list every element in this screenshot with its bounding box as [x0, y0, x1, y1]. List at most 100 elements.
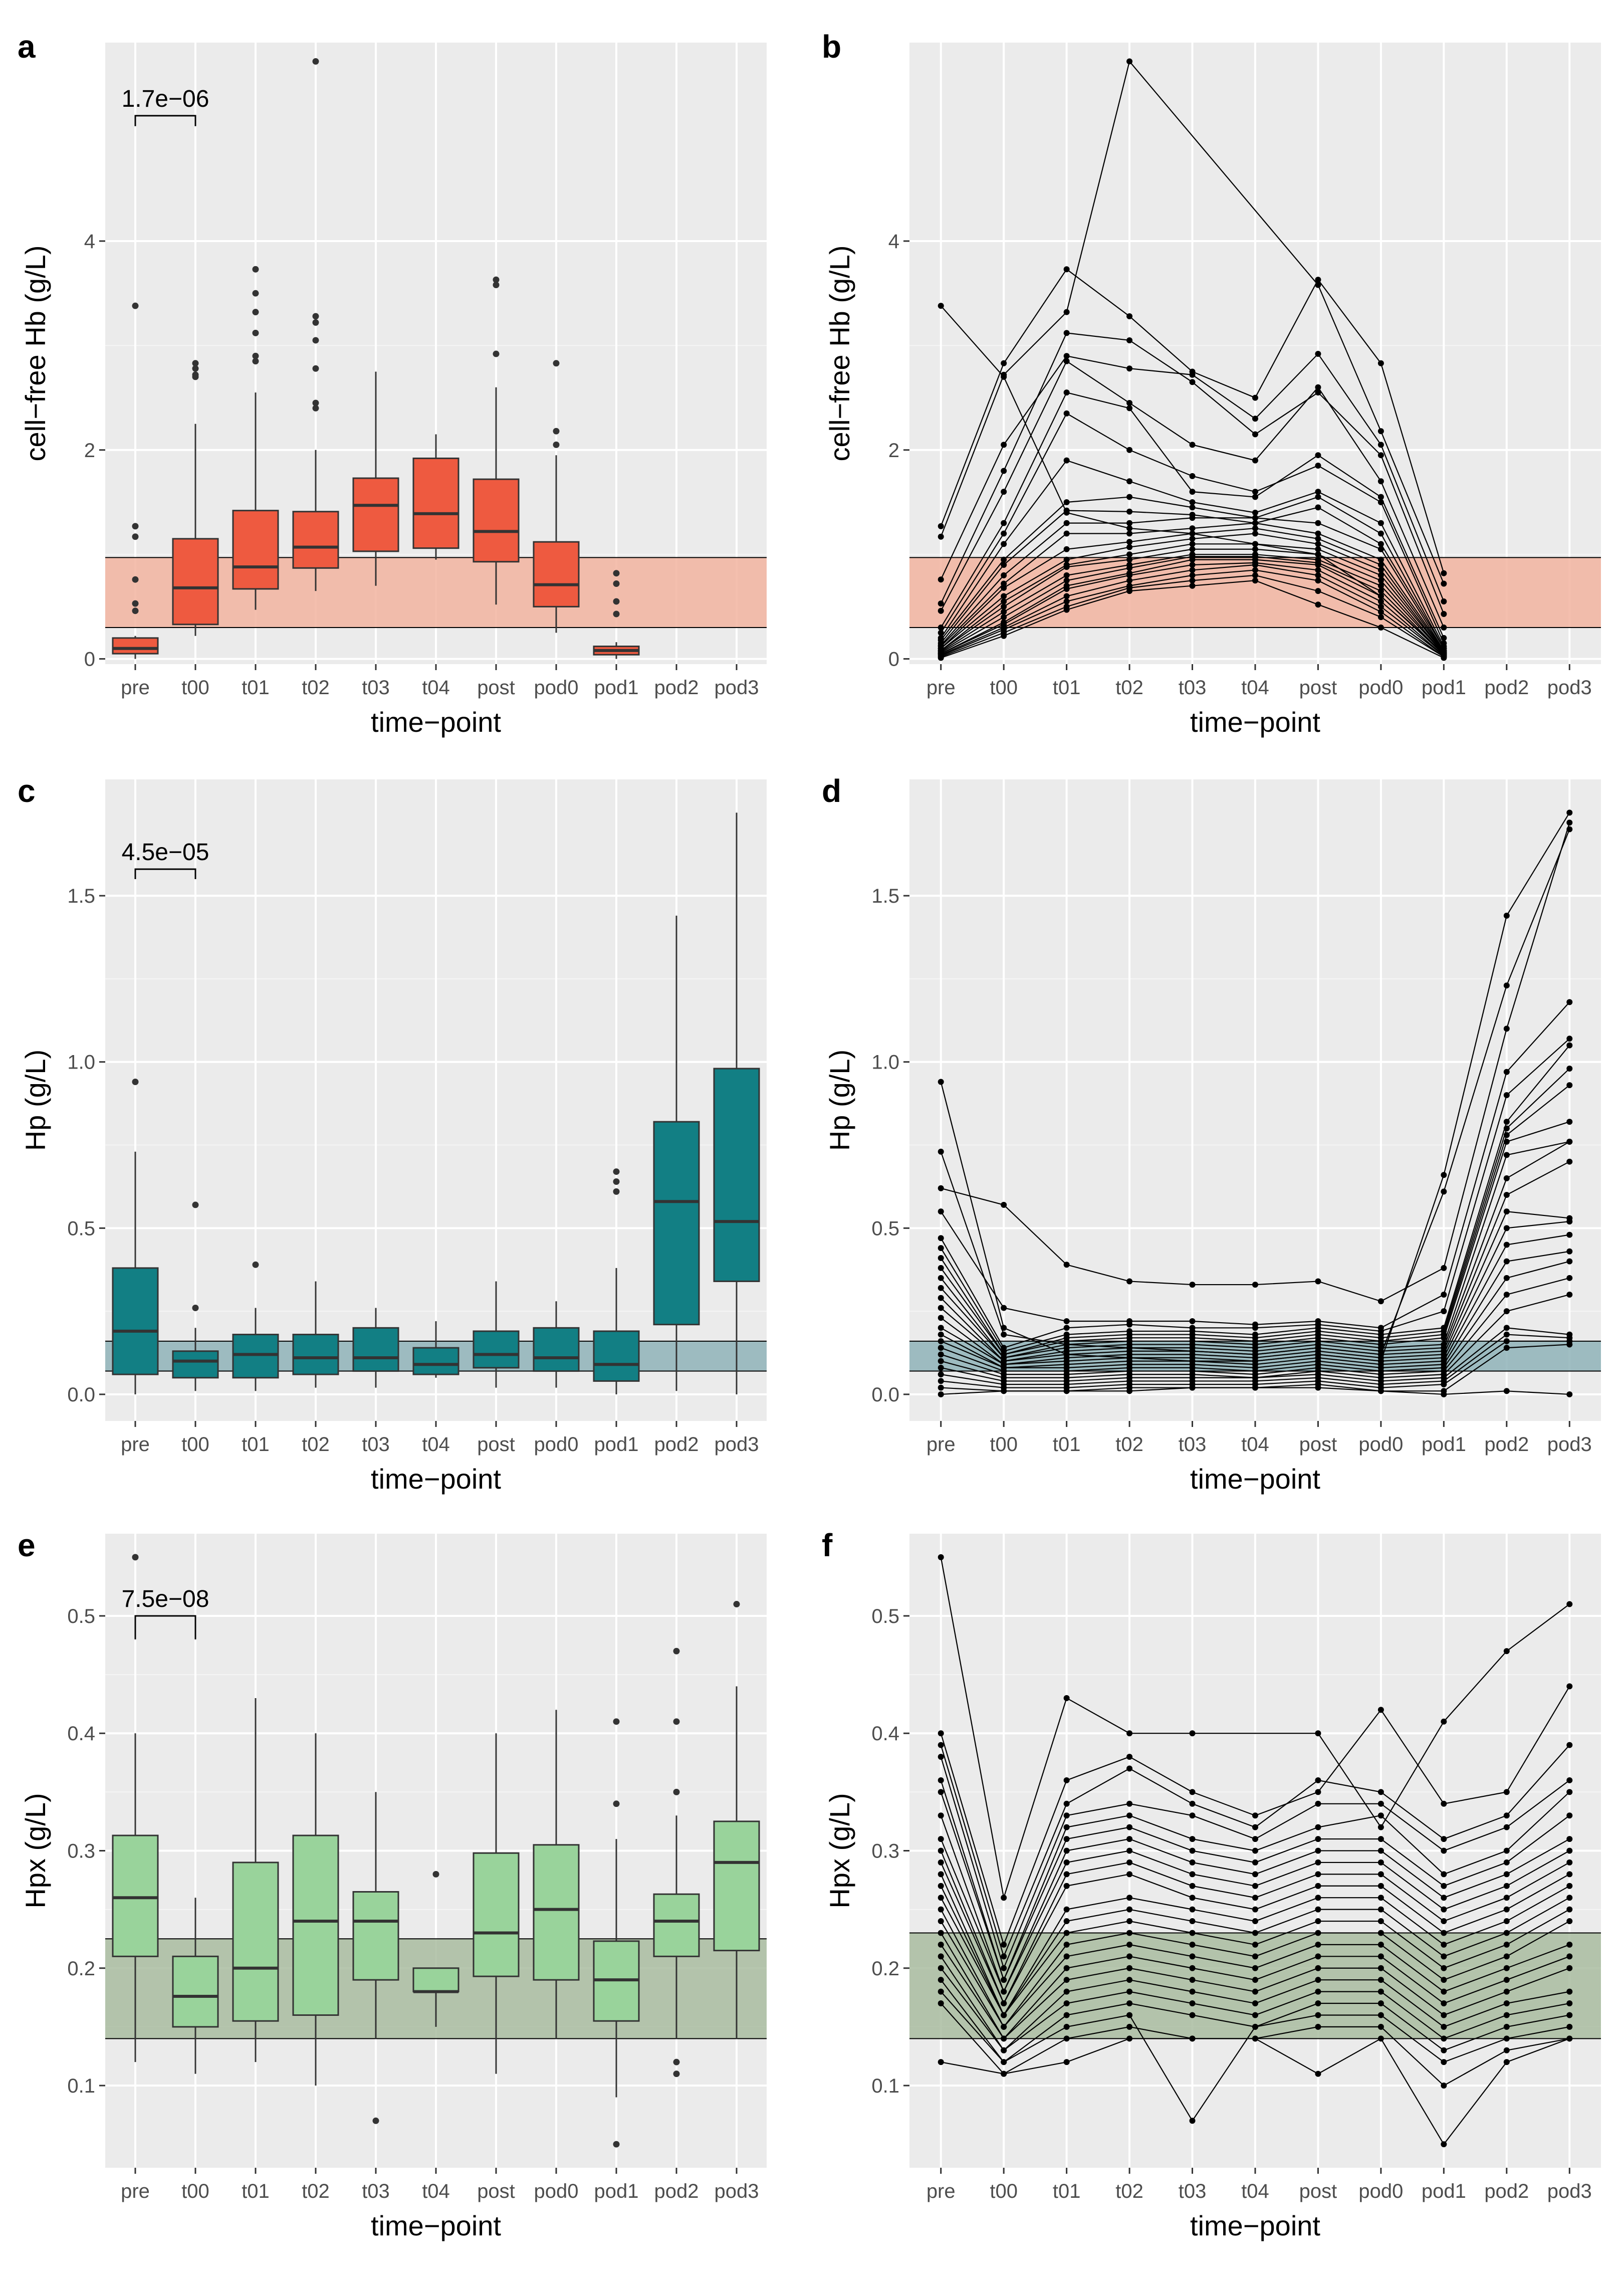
- outlier-point: [613, 1188, 620, 1195]
- data-point: [1315, 1278, 1321, 1285]
- data-point: [1441, 1172, 1447, 1178]
- outlier-point: [613, 1178, 620, 1185]
- data-point: [1503, 1988, 1510, 1995]
- outlier-point: [673, 2071, 680, 2078]
- data-point: [1315, 1941, 1321, 1948]
- data-point: [1503, 1192, 1510, 1198]
- x-tick-label-t04: t04: [1241, 677, 1269, 699]
- x-tick-label-t04: t04: [422, 1433, 450, 1456]
- data-point: [1503, 1871, 1510, 1878]
- data-point: [1503, 1325, 1510, 1331]
- data-point: [1566, 819, 1573, 826]
- data-point: [938, 1918, 944, 1925]
- box-body: [352, 1327, 399, 1372]
- data-point: [1189, 1282, 1196, 1288]
- data-point: [1189, 1883, 1196, 1889]
- data-point: [1063, 353, 1070, 359]
- data-point: [1252, 1941, 1258, 1948]
- data-point: [938, 1754, 944, 1760]
- data-point: [1566, 1601, 1573, 1607]
- box-body: [473, 478, 520, 563]
- data-point: [1503, 1132, 1510, 1138]
- outlier-point: [733, 1601, 740, 1608]
- data-point: [1063, 1965, 1070, 1971]
- data-point: [1441, 610, 1447, 617]
- box-t03: [352, 371, 399, 586]
- data-point: [1252, 525, 1258, 532]
- data-point: [1315, 494, 1321, 500]
- data-point: [1126, 1988, 1133, 1995]
- outlier-point: [132, 302, 139, 309]
- data-point: [1377, 1847, 1384, 1854]
- subject-series: [938, 1812, 1573, 1995]
- data-point: [1566, 1847, 1573, 1854]
- outlier-point: [252, 290, 259, 297]
- data-point: [1441, 1265, 1447, 1271]
- subject-series: [938, 1930, 1573, 2042]
- data-point: [1189, 1318, 1196, 1325]
- data-point: [1189, 473, 1196, 479]
- data-point: [1566, 999, 1573, 1005]
- data-point: [938, 1345, 944, 1351]
- data-point: [1441, 1918, 1447, 1925]
- data-point: [1315, 1384, 1321, 1391]
- data-point: [1315, 1730, 1321, 1737]
- data-point: [938, 1371, 944, 1378]
- y-tick-label: 1.5: [67, 885, 95, 907]
- x-tick-label-post: post: [1299, 1433, 1337, 1456]
- data-point: [1126, 1321, 1133, 1328]
- data-point: [1566, 1965, 1573, 1971]
- subject-series: [938, 1065, 1573, 1358]
- outlier-point: [312, 365, 319, 372]
- panel-letter: c: [18, 773, 36, 809]
- data-point: [1126, 1859, 1133, 1866]
- box-body: [172, 1350, 219, 1379]
- data-point: [938, 1847, 944, 1854]
- data-point: [1377, 598, 1384, 604]
- box-pod3: [713, 812, 760, 1394]
- subject-series: [938, 1988, 1573, 2124]
- data-point: [1001, 360, 1007, 366]
- data-point: [1252, 572, 1258, 578]
- y-tick-label: 0: [84, 649, 95, 671]
- data-point: [1441, 1308, 1447, 1315]
- data-point: [1126, 508, 1133, 515]
- outlier-point: [613, 570, 620, 577]
- data-point: [1315, 572, 1321, 578]
- data-point: [938, 1351, 944, 1358]
- data-point: [1252, 1836, 1258, 1842]
- box-body: [232, 1334, 279, 1379]
- data-point: [1001, 593, 1007, 599]
- data-point: [1063, 309, 1070, 315]
- data-point: [1063, 358, 1070, 364]
- data-point: [1126, 1278, 1133, 1285]
- data-point: [1001, 1965, 1007, 1971]
- data-point: [1252, 1871, 1258, 1878]
- data-point: [1001, 1895, 1007, 1901]
- box-pod2: [653, 1647, 700, 2078]
- data-point: [1189, 1847, 1196, 1854]
- data-point: [1441, 655, 1447, 661]
- outlier-point: [673, 1718, 680, 1725]
- data-point: [938, 1338, 944, 1344]
- data-point: [1126, 1941, 1133, 1948]
- y-tick-label: 0: [888, 649, 899, 671]
- data-point: [1126, 405, 1133, 411]
- data-point: [1566, 1065, 1573, 1072]
- subject-series: [938, 1836, 1573, 1995]
- data-point: [938, 1331, 944, 1338]
- data-point: [938, 1325, 944, 1331]
- data-point: [1503, 1812, 1510, 1819]
- data-point: [938, 630, 944, 636]
- data-point: [1063, 1918, 1070, 1925]
- subject-series: [938, 1883, 1573, 2018]
- data-point: [1189, 515, 1196, 521]
- data-point: [1063, 1941, 1070, 1948]
- data-point: [1315, 1836, 1321, 1842]
- data-point: [1063, 457, 1070, 464]
- outlier-point: [673, 1647, 680, 1654]
- panel-letter: a: [18, 29, 36, 65]
- data-point: [1063, 1953, 1070, 1960]
- data-point: [1503, 1847, 1510, 1854]
- data-point: [1001, 2047, 1007, 2053]
